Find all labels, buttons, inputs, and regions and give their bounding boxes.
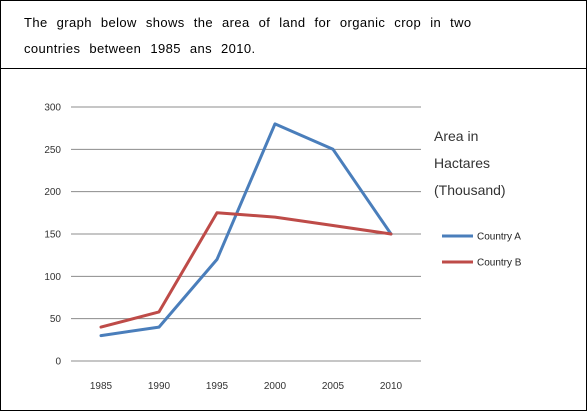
y-tick-label-200: 200 [44, 187, 61, 198]
y-tick-label-0: 0 [55, 357, 61, 368]
x-tick-label-1985: 1985 [90, 381, 113, 392]
y-tick-label-50: 50 [50, 314, 62, 325]
y-tick-label-100: 100 [44, 272, 61, 283]
annotation-line-1: Area in [434, 128, 478, 144]
series-lines [99, 122, 393, 338]
line-chart: 0 50 100 150 200 250 300 1985 1990 1995 2000 2005 2… [44, 103, 522, 393]
y-tick-label-250: 250 [44, 145, 61, 156]
x-tick-label-2010: 2010 [380, 381, 403, 392]
prompt-line-2: countries between 1985 ans 2010. [24, 41, 256, 56]
gridlines [71, 106, 421, 320]
x-tick-label-2000: 2000 [264, 381, 287, 392]
x-axis-ticks: 1985 1990 1995 2000 2005 2010 [90, 381, 403, 392]
prompt-line-1: The graph below shows the area of land f… [24, 15, 472, 30]
series-line-country-a [99, 122, 393, 338]
legend-label-country-a: Country A [477, 232, 521, 243]
prompt-divider [1, 68, 586, 69]
y-tick-label-300: 300 [44, 103, 61, 114]
x-tick-label-1995: 1995 [206, 381, 229, 392]
x-tick-label-2005: 2005 [322, 381, 345, 392]
y-axis-ticks: 0 50 100 150 200 250 300 [44, 103, 61, 368]
y-tick-label-150: 150 [44, 230, 61, 241]
annotation-line-3: (Thousand) [434, 182, 506, 198]
chart-annotation: Area in Hactares (Thousand) [434, 128, 506, 198]
series-line-country-b [99, 211, 393, 329]
legend: Country A Country B [442, 232, 522, 269]
legend-label-country-b: Country B [477, 258, 522, 269]
x-tick-label-1990: 1990 [148, 381, 171, 392]
task-prompt: The graph below shows the area of land f… [24, 10, 544, 62]
annotation-line-2: Hactares [434, 155, 490, 171]
